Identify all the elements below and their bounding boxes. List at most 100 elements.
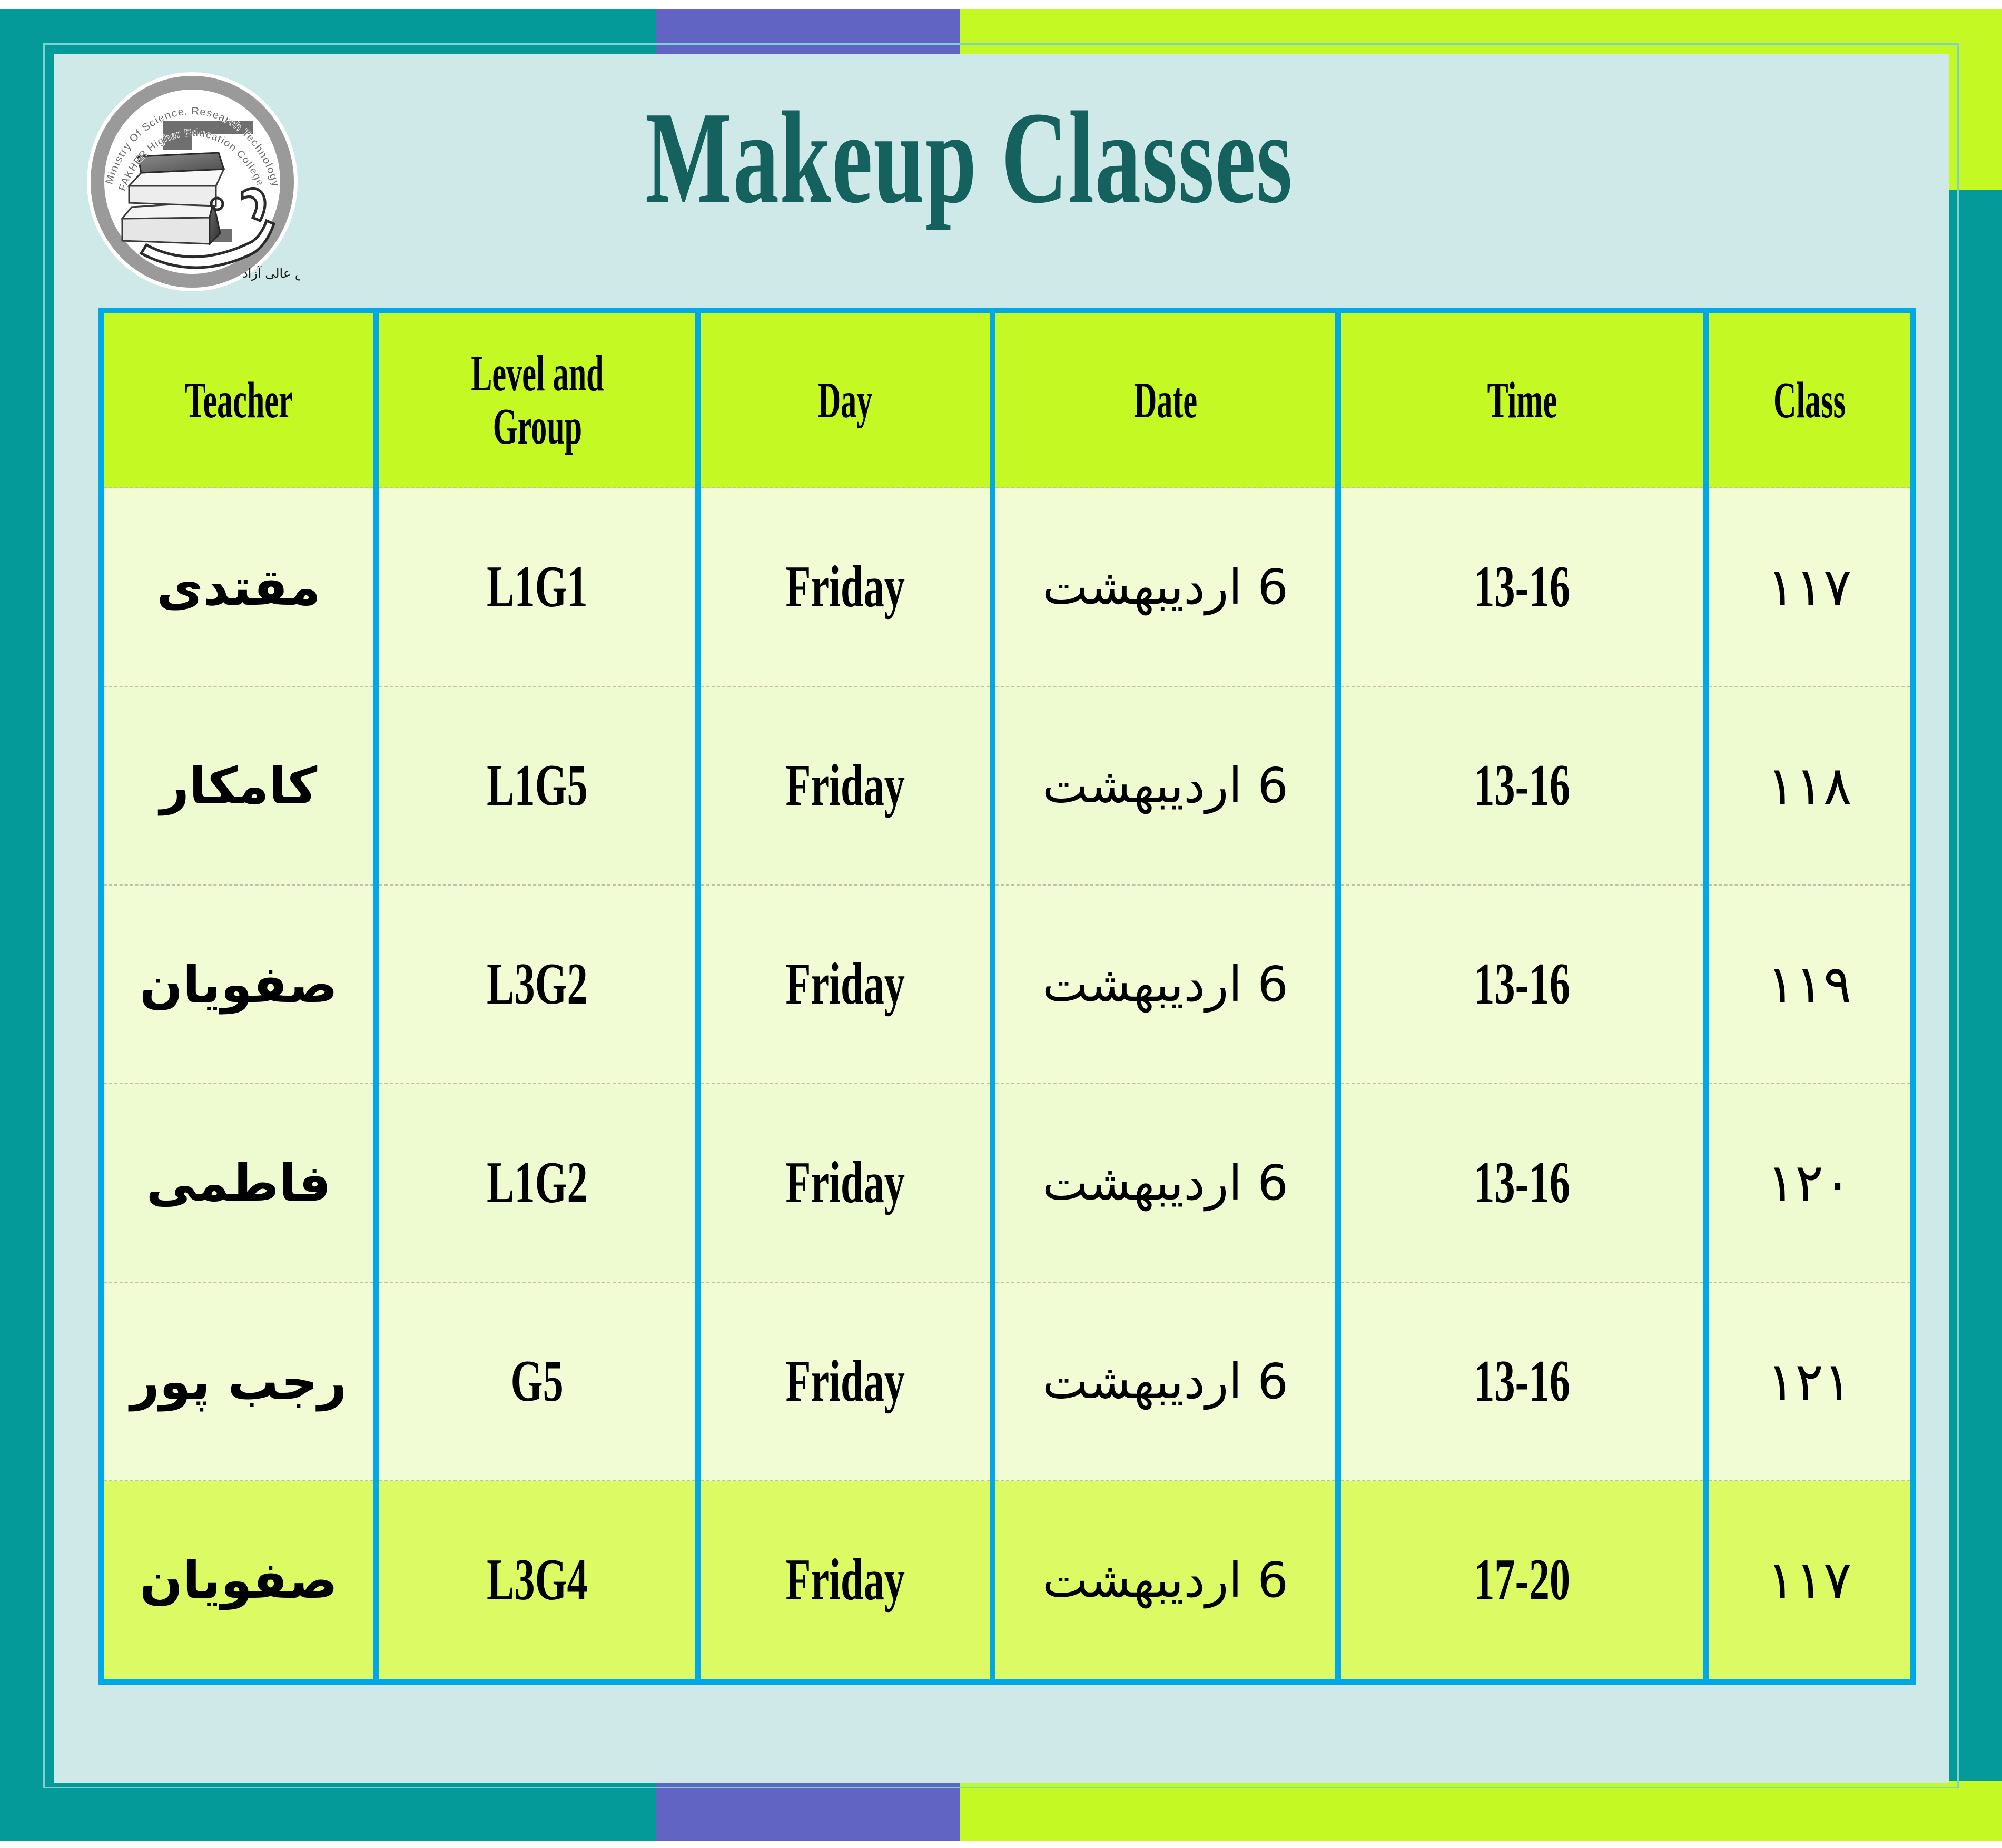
cell-level-group-value: L1G1 (487, 554, 588, 620)
cell-level-group: L1G2 (373, 1083, 701, 1282)
cell-level-group: L1G1 (373, 487, 701, 686)
schedule-table: Teacher Level and Group Day Date Time Cl… (98, 308, 1916, 1685)
cell-teacher: مقتدی (98, 487, 379, 686)
table-header: Teacher Level and Group Day Date Time Cl… (98, 308, 1916, 488)
cell-class-value: ۱۱۷ (1767, 1549, 1852, 1611)
column-header-class-label: Class (1773, 371, 1846, 428)
cell-day-value: Friday (785, 1349, 905, 1414)
column-header-level-group-label: Level and Group (470, 345, 604, 455)
cell-day: Friday (695, 686, 995, 885)
column-header-level-group: Level and Group (373, 308, 701, 488)
cell-time-value: 17-20 (1474, 1547, 1570, 1613)
strip-segment-teal-bottom (0, 1781, 656, 1841)
cell-time: 13-16 (1335, 1282, 1709, 1481)
table-row: فاطمی L1G2 Friday 6 اردیبهشت 13-16 ۱۲۰ (98, 1083, 1916, 1282)
cell-class: ۱۲۱ (1703, 1282, 1916, 1481)
cell-level-group-value: L1G5 (487, 753, 588, 818)
cell-date: 6 اردیبهشت (990, 686, 1341, 885)
cell-level-group: L3G2 (373, 884, 701, 1084)
cell-teacher-value: فاطمی (146, 1153, 331, 1213)
cell-level-group: G5 (373, 1282, 701, 1481)
cell-time-value: 13-16 (1474, 1349, 1570, 1414)
cell-time: 13-16 (1335, 686, 1709, 885)
cell-teacher-value: رجب پور (130, 1352, 347, 1411)
cell-level-group-value: L1G2 (487, 1150, 588, 1215)
cell-time: 13-16 (1335, 487, 1709, 686)
table-row: مقتدی L1G1 Friday 6 اردیبهشت 13-16 ۱۱۷ (98, 487, 1916, 686)
cell-class-value: ۱۱۸ (1767, 755, 1852, 817)
cell-teacher: رجب پور (98, 1282, 379, 1481)
cell-time-value: 13-16 (1474, 554, 1570, 620)
cell-day: Friday (695, 1282, 995, 1481)
cell-date-value: 6 اردیبهشت (1042, 1552, 1288, 1608)
cell-class: ۱۲۰ (1703, 1083, 1916, 1282)
cell-date: 6 اردیبهشت (990, 884, 1341, 1084)
inner-hairline-frame (43, 43, 1959, 1788)
table-row: کامکار L1G5 Friday 6 اردیبهشت 13-16 ۱۱۸ (98, 686, 1916, 885)
column-header-time-label: Time (1487, 371, 1557, 428)
column-header-day: Day (695, 308, 995, 488)
cell-level-group: L1G5 (373, 686, 701, 885)
cell-teacher: فاطمی (98, 1083, 379, 1282)
bottom-color-strip (0, 1781, 2002, 1841)
cell-level-group: L3G4 (373, 1480, 701, 1685)
cell-time-value: 13-16 (1474, 951, 1570, 1017)
cell-date-value: 6 اردیبهشت (1042, 559, 1288, 615)
cell-day-value: Friday (785, 951, 905, 1017)
schedule-table-container: Teacher Level and Group Day Date Time Cl… (98, 308, 1916, 1685)
cell-teacher-value: صفویان (139, 955, 338, 1014)
table-header-row: Teacher Level and Group Day Date Time Cl… (98, 308, 1916, 488)
cell-teacher-value: مقتدی (156, 557, 321, 617)
cell-day-value: Friday (785, 1547, 905, 1613)
table-body: مقتدی L1G1 Friday 6 اردیبهشت 13-16 ۱۱۷ کامکار L… (98, 487, 1916, 1685)
cell-day-value: Friday (785, 753, 905, 818)
cell-day: Friday (695, 1083, 995, 1282)
cell-class-value: ۱۲۰ (1767, 1152, 1852, 1214)
column-header-date: Date (990, 308, 1341, 488)
cell-date: 6 اردیبهشت (990, 1480, 1341, 1685)
cell-date: 6 اردیبهشت (990, 487, 1341, 686)
cell-time-value: 13-16 (1474, 1150, 1570, 1215)
institution-logo: Ministry Of Science, Research Technology… (84, 71, 300, 292)
cell-class-value: ۱۲۱ (1767, 1351, 1852, 1412)
cell-time-value: 13-16 (1474, 753, 1570, 818)
strip-segment-purple-bottom (656, 1781, 960, 1841)
page-title: Makeup Classes (645, 85, 1294, 231)
cell-level-group-value: L3G4 (487, 1547, 588, 1613)
table-row: صفویان L3G2 Friday 6 اردیبهشت 13-16 ۱۱۹ (98, 884, 1916, 1084)
cell-teacher: کامکار (98, 686, 379, 885)
cell-day: Friday (695, 1480, 995, 1685)
cell-level-group-value: G5 (510, 1349, 564, 1414)
cell-class: ۱۱۸ (1703, 686, 1916, 885)
column-header-teacher: Teacher (98, 308, 379, 488)
cell-date: 6 اردیبهشت (990, 1282, 1341, 1481)
column-header-day-label: Day (818, 371, 873, 428)
cell-class: ۱۱۷ (1703, 487, 1916, 686)
cell-date: 6 اردیبهشت (990, 1083, 1341, 1282)
cell-time: 17-20 (1335, 1480, 1709, 1685)
cell-day-value: Friday (785, 1150, 905, 1215)
table-row: رجب پور G5 Friday 6 اردیبهشت 13-16 ۱۲۱ (98, 1282, 1916, 1481)
cell-date-value: 6 اردیبهشت (1042, 1353, 1288, 1410)
column-header-date-label: Date (1133, 371, 1197, 428)
cell-class: ۱۱۹ (1703, 884, 1916, 1084)
column-header-class: Class (1703, 308, 1916, 488)
logo-bottom-text: موسسه آموزش عالی آزاد (242, 266, 300, 281)
cell-day-value: Friday (785, 554, 905, 620)
cell-class: ۱۱۷ (1703, 1480, 1916, 1685)
cell-day: Friday (695, 884, 995, 1084)
cell-date-value: 6 اردیبهشت (1042, 1155, 1288, 1211)
column-header-time: Time (1335, 308, 1709, 488)
cell-level-group-value: L3G2 (487, 951, 588, 1017)
cell-time: 13-16 (1335, 1083, 1709, 1282)
table-row: صفویان L3G4 Friday 6 اردیبهشت 17-20 ۱۱۷ (98, 1480, 1916, 1685)
column-header-teacher-label: Teacher (184, 371, 293, 428)
cell-teacher-value: کامکار (160, 756, 318, 815)
cell-teacher: صفویان (98, 1480, 379, 1685)
cell-class-value: ۱۱۷ (1767, 556, 1852, 618)
cell-class-value: ۱۱۹ (1767, 954, 1852, 1015)
strip-segment-lime-bottom (960, 1781, 2002, 1841)
cell-teacher-value: صفویان (139, 1550, 338, 1610)
cell-date-value: 6 اردیبهشت (1042, 758, 1288, 814)
